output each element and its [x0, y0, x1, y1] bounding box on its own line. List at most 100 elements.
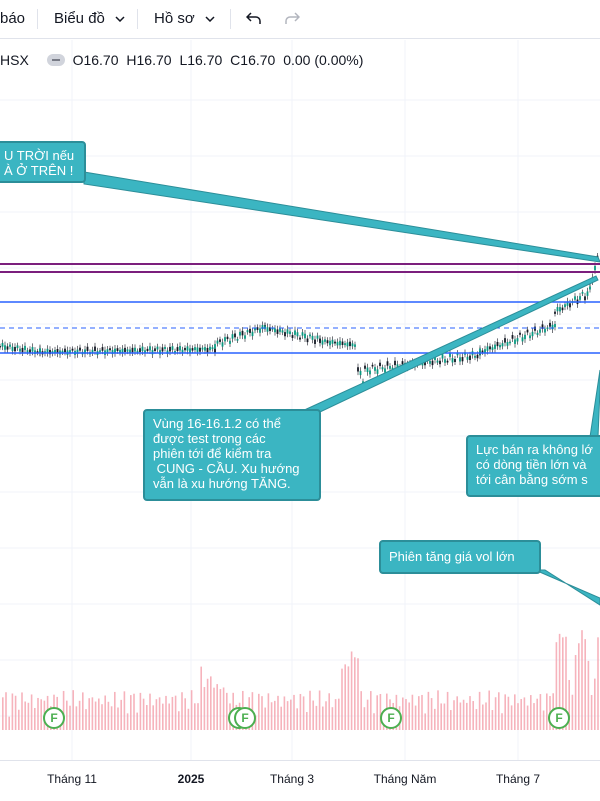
redo-icon	[285, 12, 301, 25]
candle-body	[357, 367, 359, 372]
volume-bar	[194, 703, 196, 730]
volume-bar	[478, 691, 481, 730]
volume-bar	[69, 705, 71, 730]
candle-body	[294, 330, 296, 335]
callout-note-volume[interactable]: Phiên tăng giá vol lớn	[379, 540, 541, 574]
chart-grid	[0, 40, 600, 760]
callout-note-top[interactable]: U TRỜI nếu À Ở TRÊN !	[0, 141, 86, 183]
candle-body	[494, 344, 496, 349]
x-tick-label: Tháng 3	[269, 772, 315, 786]
volume-bar	[597, 637, 599, 730]
candle-body	[94, 346, 96, 352]
volume-bar	[526, 705, 529, 730]
candle-body	[306, 338, 309, 343]
candle-body	[156, 346, 159, 350]
candle-body	[299, 337, 301, 340]
candle-body	[99, 350, 101, 352]
volume-bar	[446, 691, 449, 730]
candle-body	[21, 347, 24, 353]
volume-bar	[267, 693, 270, 730]
candle-body	[396, 364, 399, 369]
candle-body	[124, 347, 126, 352]
volume-bar	[130, 695, 132, 730]
volume-bar	[88, 698, 90, 730]
volume-bar	[296, 708, 298, 730]
volume-bar	[594, 678, 596, 730]
candle-body	[289, 331, 291, 335]
candle-body	[276, 329, 279, 334]
candle-body	[449, 353, 451, 357]
volume-bar	[11, 693, 14, 730]
candle-body	[291, 335, 294, 338]
candle-body	[561, 307, 564, 311]
volume-bar	[453, 700, 455, 730]
event-badge[interactable]: F	[234, 707, 256, 729]
volume-bar	[158, 697, 161, 730]
candle-body	[579, 296, 581, 300]
candle-body	[109, 348, 111, 351]
candle-body	[234, 333, 236, 338]
candle-body	[126, 349, 129, 352]
candle-body	[489, 346, 491, 350]
candle-body	[534, 326, 536, 331]
alert-button[interactable]: báo	[0, 0, 25, 38]
candle-body	[84, 349, 86, 354]
candle-body	[216, 340, 219, 344]
event-badge[interactable]: F	[380, 707, 402, 729]
candle-body	[554, 311, 556, 314]
candle-body	[381, 367, 384, 370]
volume-bar	[21, 692, 23, 730]
candle-body	[386, 361, 389, 366]
volume-bar	[222, 687, 225, 730]
time-axis[interactable]: Tháng 11 2025 Tháng 3 Tháng Năm Tháng 7	[0, 760, 600, 801]
volume-bar	[98, 698, 100, 730]
chart-menu-button[interactable]: Biểu đồ	[54, 0, 125, 38]
callout-note-zone[interactable]: Vùng 16-16.1.2 có thể được test trong cá…	[143, 409, 321, 501]
candle-body	[34, 350, 36, 355]
candle-body	[49, 349, 51, 355]
candle-body	[474, 355, 476, 358]
candle-body	[326, 340, 329, 344]
volume-bar	[347, 666, 350, 730]
candle-body	[346, 342, 349, 347]
candle-body	[341, 341, 344, 345]
candle-body	[64, 348, 66, 353]
candle-body	[309, 334, 311, 337]
volume-bar	[30, 694, 33, 730]
candle-body	[481, 350, 484, 353]
candle-body	[334, 341, 336, 344]
candle-body	[479, 348, 481, 352]
undo-button[interactable]	[245, 0, 262, 38]
candle-body	[371, 364, 374, 367]
volume-bar	[280, 706, 282, 730]
volume-bar	[206, 678, 209, 730]
volume-bar	[504, 694, 506, 730]
candle-body	[46, 348, 49, 354]
candle-body	[504, 338, 506, 343]
profile-menu-button[interactable]: Hồ sơ	[154, 0, 215, 38]
volume-bar	[568, 679, 570, 730]
volume-bar	[466, 702, 468, 730]
volume-bar	[350, 651, 353, 730]
volume-bar	[571, 694, 574, 730]
candle-body	[359, 370, 362, 376]
callout-note-selling[interactable]: Lực bán ra không lớ có dòng tiền lớn và …	[466, 435, 600, 497]
candle-body	[321, 340, 324, 345]
candle-body	[511, 335, 514, 339]
volume-bar	[91, 697, 94, 730]
hide-indicator-icon[interactable]	[46, 54, 65, 67]
candle-body	[101, 347, 104, 351]
toolbar-divider	[37, 9, 38, 29]
volume-bar	[40, 699, 42, 730]
candle-body	[224, 337, 226, 342]
price-chart[interactable]	[0, 39, 600, 760]
candle-body	[301, 332, 304, 336]
candle-body	[71, 348, 74, 351]
candle-body	[204, 347, 206, 351]
event-badge[interactable]: F	[548, 707, 570, 729]
candle-body	[174, 351, 176, 353]
candle-body	[514, 339, 516, 344]
event-badge[interactable]: F	[43, 707, 65, 729]
candle-body	[441, 354, 444, 359]
redo-button[interactable]	[284, 0, 301, 38]
